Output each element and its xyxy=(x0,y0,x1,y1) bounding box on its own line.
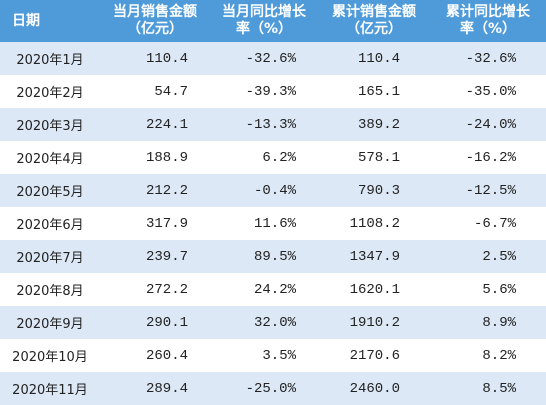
date-cell: 2020年5月 xyxy=(0,174,100,207)
header-text: （亿元） xyxy=(127,21,183,37)
value-cell: 290.1 xyxy=(100,306,210,339)
value-cell: 1108.2 xyxy=(318,207,430,240)
table-row: 2020年10月 260.4 3.5% 2170.6 8.2% xyxy=(0,339,546,372)
header-text: 累计销售金额 xyxy=(332,4,416,20)
header-cell: 当月同比增长 率（%） xyxy=(210,0,318,42)
header-cell: 当月销售金额 （亿元） xyxy=(100,0,210,42)
value-cell: 8.2% xyxy=(430,339,546,372)
table-body: 2020年1月 110.4 -32.6% 110.4 -32.6% 2020年2月 54.7… xyxy=(0,42,546,405)
header-row: 日期 当月销售金额 （亿元） 当月同比增长 率（%） 累计销售金额 （亿元） 累计同比增长 率（… xyxy=(0,0,546,42)
value-cell: 3.5% xyxy=(210,339,318,372)
value-cell: 8.9% xyxy=(430,306,546,339)
table-row: 2020年1月 110.4 -32.6% 110.4 -32.6% xyxy=(0,42,546,75)
table-row: 2020年2月 54.7 -39.3% 165.1 -35.0% xyxy=(0,75,546,108)
value-cell: 89.5% xyxy=(210,240,318,273)
value-cell: 5.6% xyxy=(430,273,546,306)
table-row: 2020年9月 290.1 32.0% 1910.2 8.9% xyxy=(0,306,546,339)
value-cell: 289.4 xyxy=(100,372,210,405)
table-row: 2020年7月 239.7 89.5% 1347.9 2.5% xyxy=(0,240,546,273)
table-row: 2020年3月 224.1 -13.3% 389.2 -24.0% xyxy=(0,108,546,141)
value-cell: 224.1 xyxy=(100,108,210,141)
table-row: 2020年6月 317.9 11.6% 1108.2 -6.7% xyxy=(0,207,546,240)
value-cell: 110.4 xyxy=(318,42,430,75)
value-cell: 2.5% xyxy=(430,240,546,273)
table-row: 2020年5月 212.2 -0.4% 790.3 -12.5% xyxy=(0,174,546,207)
value-cell: -32.6% xyxy=(430,42,546,75)
header-text: 累计同比增长 xyxy=(446,4,530,20)
value-cell: 260.4 xyxy=(100,339,210,372)
header-cell: 累计销售金额 （亿元） xyxy=(318,0,430,42)
value-cell: 188.9 xyxy=(100,141,210,174)
date-cell: 2020年11月 xyxy=(0,372,100,405)
date-cell: 2020年6月 xyxy=(0,207,100,240)
table-row: 2020年11月 289.4 -25.0% 2460.0 8.5% xyxy=(0,372,546,405)
value-cell: -35.0% xyxy=(430,75,546,108)
value-cell: -12.5% xyxy=(430,174,546,207)
header-text: 日期 xyxy=(12,12,40,29)
value-cell: 1910.2 xyxy=(318,306,430,339)
value-cell: 578.1 xyxy=(318,141,430,174)
value-cell: 11.6% xyxy=(210,207,318,240)
date-cell: 2020年3月 xyxy=(0,108,100,141)
value-cell: -0.4% xyxy=(210,174,318,207)
header-text: 当月销售金额 xyxy=(113,4,197,20)
value-cell: 8.5% xyxy=(430,372,546,405)
value-cell: 2460.0 xyxy=(318,372,430,405)
value-cell: 272.2 xyxy=(100,273,210,306)
value-cell: 389.2 xyxy=(318,108,430,141)
header-text: 率（%） xyxy=(459,21,517,37)
date-cell: 2020年9月 xyxy=(0,306,100,339)
header-cell: 日期 xyxy=(0,0,100,42)
header-text: （亿元） xyxy=(346,21,402,37)
table-row: 2020年8月 272.2 24.2% 1620.1 5.6% xyxy=(0,273,546,306)
value-cell: 212.2 xyxy=(100,174,210,207)
value-cell: 2170.6 xyxy=(318,339,430,372)
date-cell: 2020年1月 xyxy=(0,42,100,75)
value-cell: 790.3 xyxy=(318,174,430,207)
date-cell: 2020年2月 xyxy=(0,75,100,108)
value-cell: -6.7% xyxy=(430,207,546,240)
value-cell: 54.7 xyxy=(100,75,210,108)
value-cell: 1620.1 xyxy=(318,273,430,306)
value-cell: -32.6% xyxy=(210,42,318,75)
date-cell: 2020年4月 xyxy=(0,141,100,174)
value-cell: 6.2% xyxy=(210,141,318,174)
value-cell: 1347.9 xyxy=(318,240,430,273)
value-cell: 165.1 xyxy=(318,75,430,108)
value-cell: 239.7 xyxy=(100,240,210,273)
table-row: 2020年4月 188.9 6.2% 578.1 -16.2% xyxy=(0,141,546,174)
date-cell: 2020年7月 xyxy=(0,240,100,273)
value-cell: -24.0% xyxy=(430,108,546,141)
value-cell: 24.2% xyxy=(210,273,318,306)
header-cell: 累计同比增长 率（%） xyxy=(430,0,546,42)
date-cell: 2020年8月 xyxy=(0,273,100,306)
header-text: 当月同比增长 xyxy=(222,4,306,20)
value-cell: 32.0% xyxy=(210,306,318,339)
value-cell: 317.9 xyxy=(100,207,210,240)
header-text: 率（%） xyxy=(235,21,293,37)
value-cell: 110.4 xyxy=(100,42,210,75)
value-cell: -39.3% xyxy=(210,75,318,108)
date-cell: 2020年10月 xyxy=(0,339,100,372)
value-cell: -25.0% xyxy=(210,372,318,405)
value-cell: -13.3% xyxy=(210,108,318,141)
value-cell: -16.2% xyxy=(430,141,546,174)
